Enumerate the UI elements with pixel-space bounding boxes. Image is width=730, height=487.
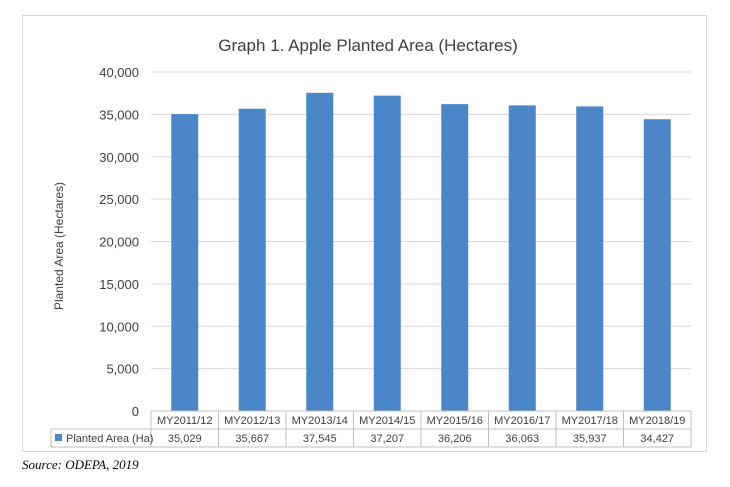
bar [576, 106, 604, 411]
bar [171, 114, 199, 412]
data-label: 37,207 [370, 433, 404, 445]
y-tick-label: 25,000 [99, 192, 139, 207]
data-label: 35,667 [235, 433, 269, 445]
gridlines [151, 71, 691, 412]
bar [508, 105, 536, 411]
y-tick-labels: 0 5,000 10,000 15,000 20,000 25,000 30,000 35,0… [99, 65, 139, 419]
data-label: 37,545 [303, 433, 337, 445]
bars [171, 92, 671, 412]
bar [238, 108, 266, 412]
y-tick-label: 5,000 [106, 362, 139, 377]
data-table: MY2011/12 35,029 MY2012/13 35,667 MY2013/14 3… [50, 410, 692, 448]
chart-title: Graph 1. Apple Planted Area (Hectares) [218, 36, 518, 55]
y-tick-label: 10,000 [99, 319, 139, 334]
bar [306, 92, 334, 411]
x-category-label: MY2013/14 [292, 415, 348, 427]
source-note: Source: ODEPA, 2019 [22, 457, 139, 472]
x-category-label: MY2015/16 [427, 415, 483, 427]
x-category-label: MY2011/12 [157, 415, 212, 427]
bar [643, 119, 671, 412]
bar-chart: Graph 1. Apple Planted Area (Hectares) P… [50, 36, 692, 448]
data-label: 36,063 [505, 433, 539, 445]
x-category-label: MY2012/13 [224, 415, 280, 427]
y-tick-label: 15,000 [99, 277, 139, 292]
y-tick-label: 40,000 [99, 65, 139, 80]
y-tick-label: 35,000 [99, 107, 139, 122]
data-label: 35,937 [573, 433, 607, 445]
legend-key [55, 434, 62, 441]
data-label: 34,427 [640, 433, 674, 445]
data-label: 36,206 [438, 433, 472, 445]
y-tick-label: 30,000 [99, 150, 139, 165]
y-tick-label: 0 [132, 404, 139, 419]
y-axis-label: Planted Area (Hectares) [52, 182, 66, 310]
x-category-label: MY2018/19 [629, 415, 685, 427]
bar [441, 104, 469, 412]
legend-label: Planted Area (Ha) [66, 433, 153, 445]
x-category-label: MY2016/17 [494, 415, 550, 427]
y-tick-label: 20,000 [99, 235, 139, 250]
chart-frame: Graph 1. Apple Planted Area (Hectares) P… [22, 15, 707, 452]
x-category-label: MY2014/15 [359, 415, 415, 427]
data-label: 35,029 [168, 433, 202, 445]
x-category-label: MY2017/18 [562, 415, 618, 427]
bar [373, 95, 401, 411]
